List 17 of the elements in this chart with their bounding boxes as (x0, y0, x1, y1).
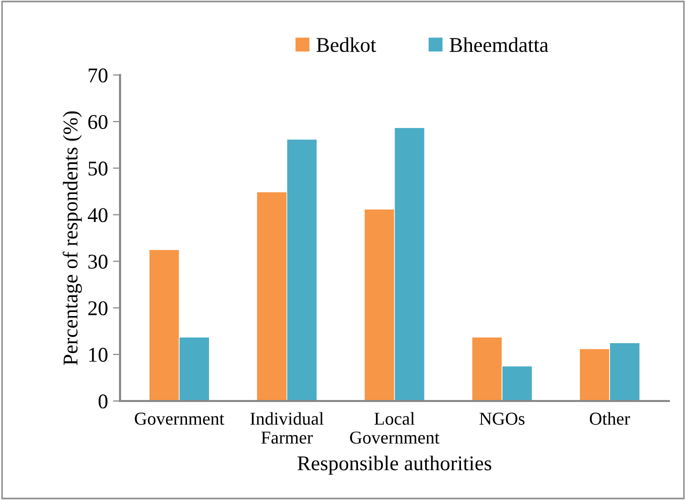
y-tick-label: 60 (88, 114, 108, 130)
y-tick-label: 20 (88, 301, 108, 316)
x-tick-label: NGOs (480, 412, 524, 425)
legend-label: Bedkot (316, 37, 376, 52)
y-axis-title: Percentage of respondents (%) (62, 111, 82, 365)
x-tick-label: Individual Farmer (250, 412, 324, 444)
x-tick-label: Government (134, 412, 224, 425)
x-axis-title: Responsible authorities (298, 456, 492, 475)
y-tick-label: 70 (88, 68, 108, 82)
y-tick-label: 0 (98, 394, 108, 408)
x-tick-label: Other (590, 412, 630, 425)
y-tick-label: 50 (88, 162, 108, 176)
y-tick-label: 40 (88, 208, 108, 222)
x-tick-label: Local Government (350, 412, 440, 444)
y-tick-label: 30 (88, 254, 108, 269)
legend-label: Bheemdatta (450, 37, 548, 52)
y-tick-label: 10 (89, 348, 108, 362)
